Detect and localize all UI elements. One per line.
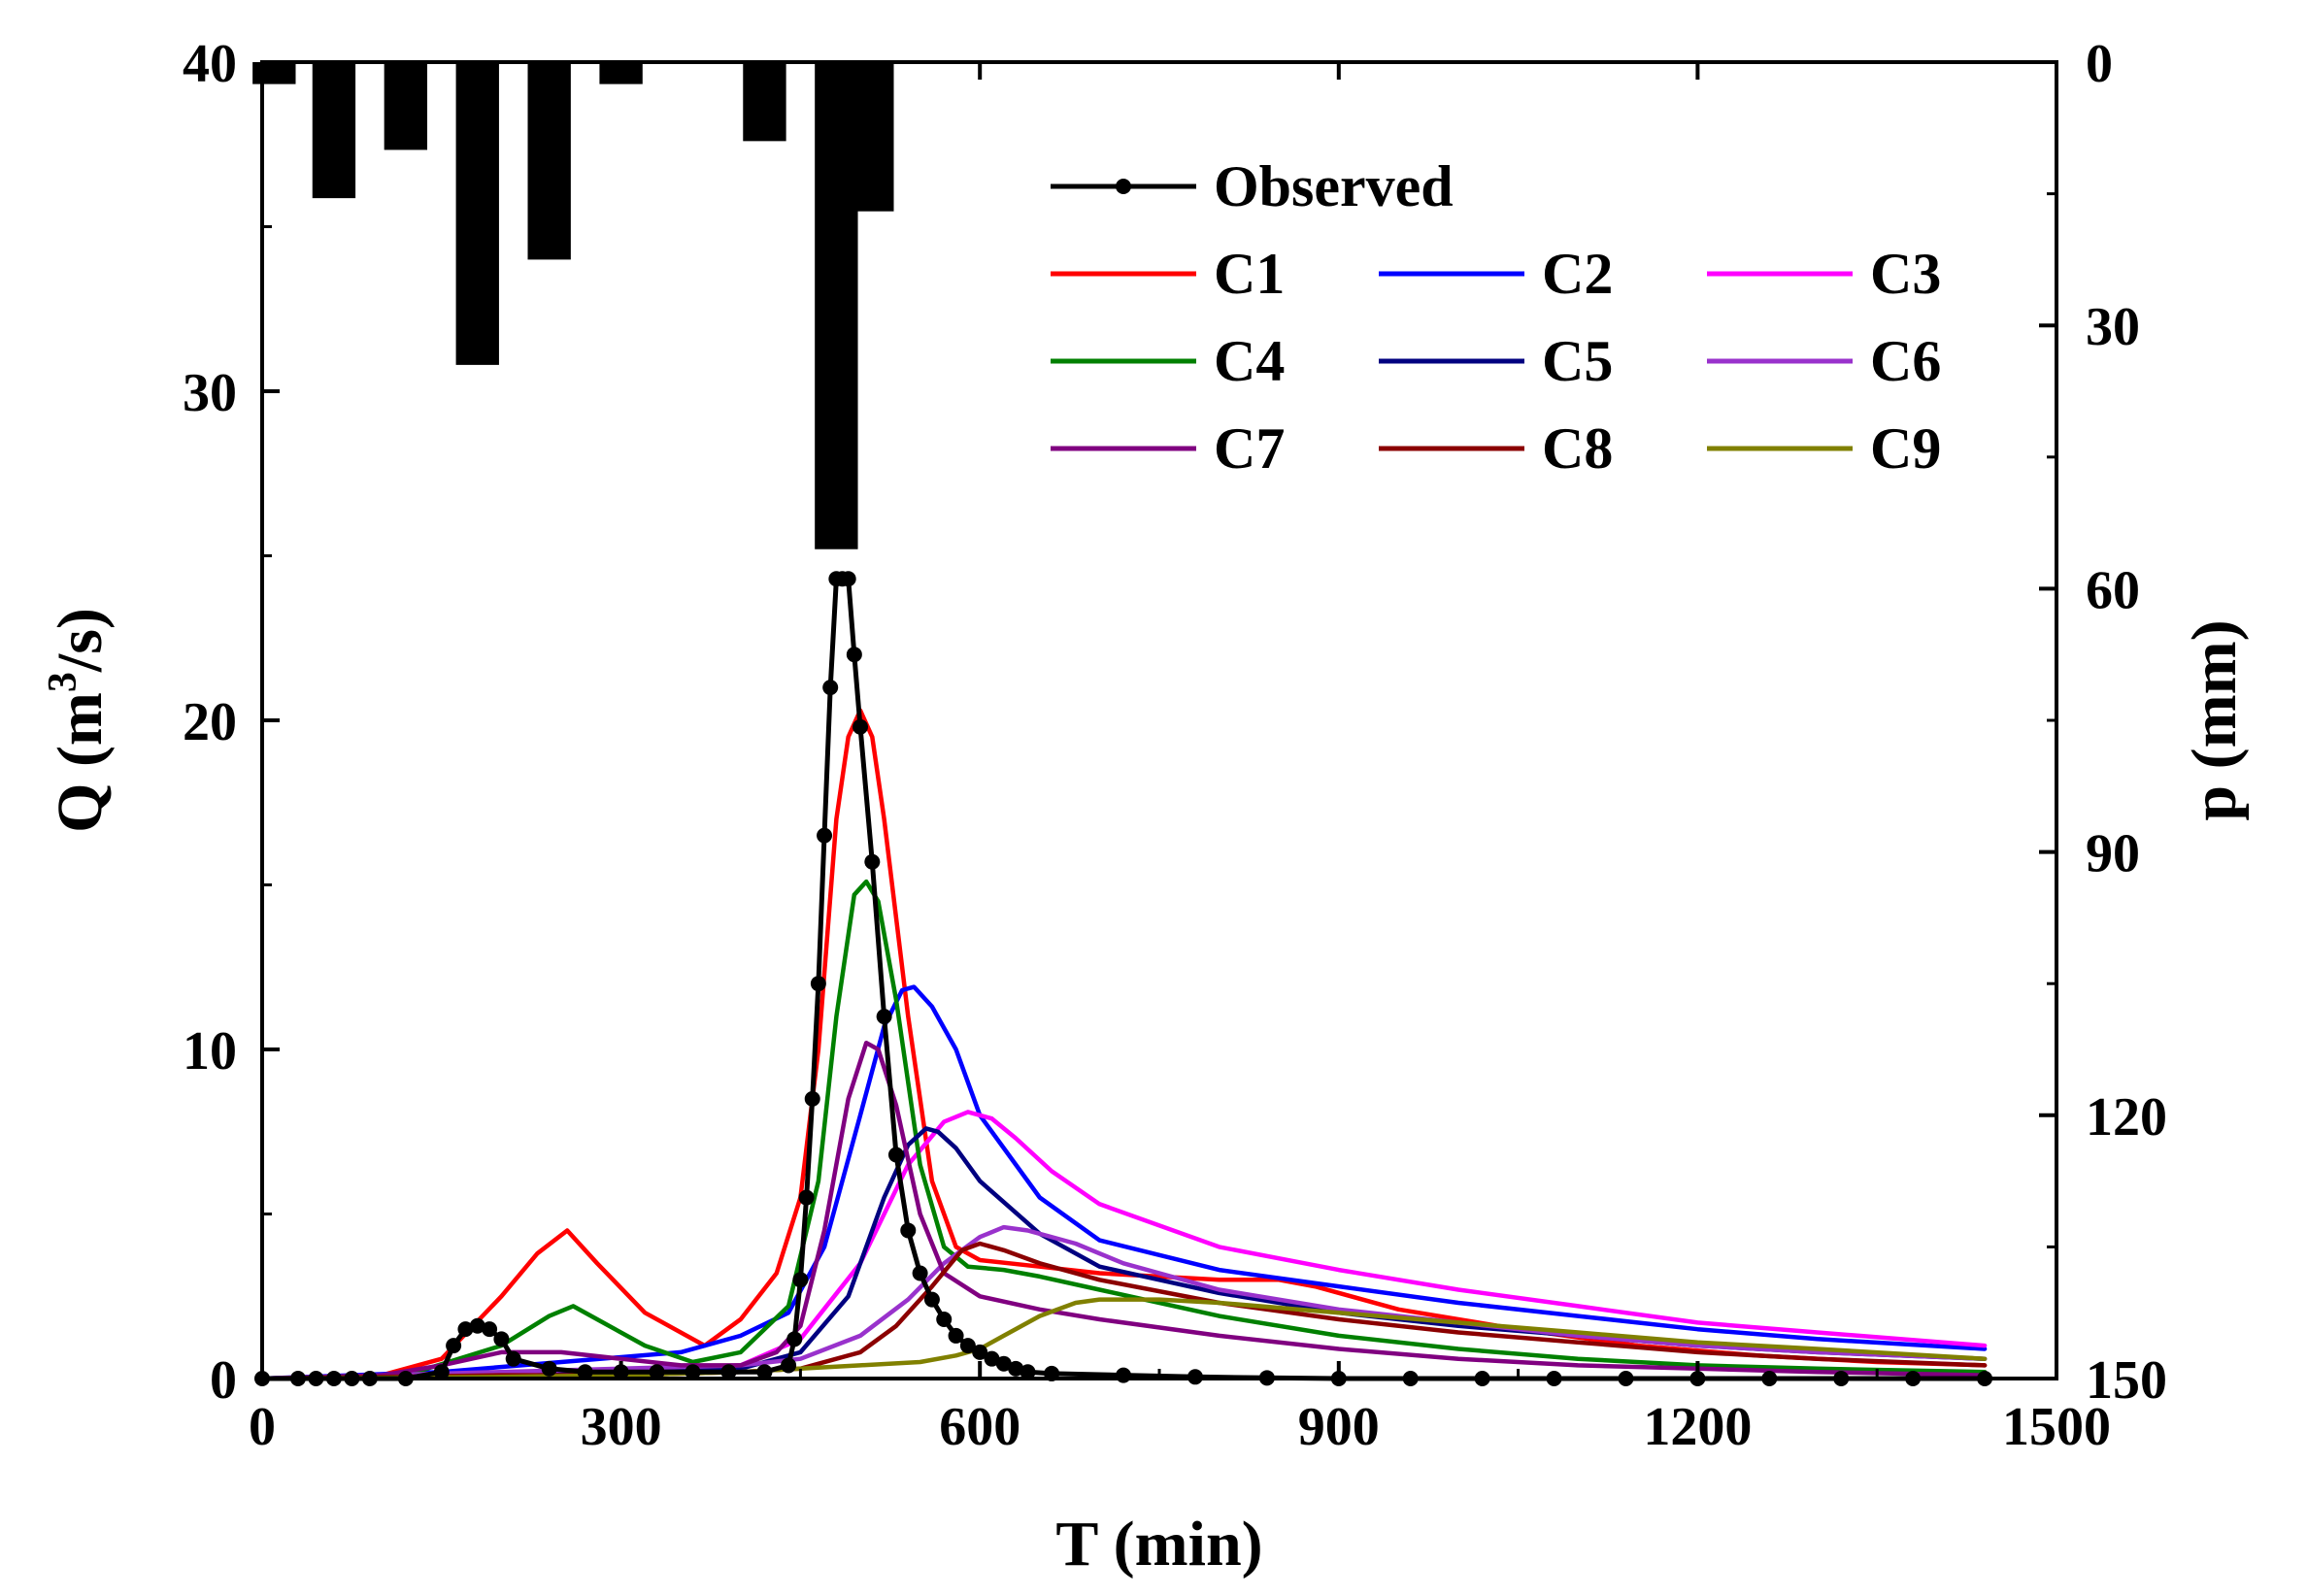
y-right-tick-label: 150 [2086, 1350, 2167, 1411]
legend-label-c8: C8 [1542, 416, 1613, 481]
x-axis-title: T (min) [1055, 1509, 1262, 1579]
y-left-tick-label: 20 [183, 692, 237, 752]
y-left-tick-label: 10 [183, 1021, 237, 1081]
observed-point [1008, 1360, 1024, 1377]
x-tick-label: 1200 [1643, 1397, 1752, 1457]
flow-series [254, 571, 1993, 1386]
x-tick-label: 600 [939, 1397, 1020, 1457]
observed-point [923, 1291, 940, 1308]
legend-label-c5: C5 [1542, 329, 1613, 393]
series-line-c5 [259, 1126, 1988, 1381]
y-left-axis-title: Q (m3/s) [41, 608, 116, 833]
precip-bar-2 [384, 62, 428, 150]
observed-point [798, 1189, 815, 1206]
observed-point [822, 680, 839, 696]
legend-label-c6: C6 [1870, 329, 1941, 393]
observed-point [786, 1331, 803, 1347]
precip-bar-0 [252, 62, 296, 84]
observed-point [792, 1272, 809, 1288]
series-line-c7 [259, 1040, 1988, 1381]
observed-point [995, 1355, 1012, 1372]
series-line-observed [259, 576, 1988, 1381]
observed-point [469, 1317, 485, 1334]
observed-point [948, 1327, 964, 1344]
observed-point [959, 1338, 976, 1354]
observed-point [887, 1147, 904, 1163]
y-right-axis-title: p (mm) [2179, 619, 2250, 820]
observed-point [840, 571, 856, 587]
legend-label-observed: Observed [1214, 154, 1454, 218]
observed-point [720, 1364, 737, 1380]
observed-point [912, 1265, 928, 1281]
observed-point [482, 1321, 498, 1338]
precip-bar-1 [312, 62, 356, 199]
x-tick-label: 0 [249, 1397, 276, 1457]
observed-point [457, 1321, 474, 1338]
x-tick-label: 1500 [2002, 1397, 2111, 1457]
observed-point [804, 1090, 820, 1107]
legend-label-c3: C3 [1870, 242, 1941, 306]
observed-point [984, 1350, 1000, 1367]
observed-point [900, 1222, 917, 1239]
observed-point [936, 1311, 953, 1327]
precip-bar-4 [527, 62, 571, 260]
y-right-tick-label: 0 [2086, 34, 2113, 94]
observed-point [1020, 1364, 1036, 1380]
observed-point [853, 718, 868, 735]
x-tick-label: 900 [1298, 1397, 1380, 1457]
observed-point [577, 1364, 593, 1380]
precip-bar-8 [851, 62, 894, 212]
axis-ticks: 0 300 600 900 1200 1500 0 10 20 30 40 0 30 60 90 120 150 [183, 34, 2167, 1457]
series-line-c2 [259, 984, 1988, 1381]
y-right-tick-label: 120 [2086, 1087, 2167, 1147]
observed-point [864, 853, 881, 870]
legend-marker-observed [1116, 179, 1131, 194]
series-line-c6 [259, 1224, 1988, 1381]
observed-point [505, 1350, 521, 1367]
observed-point [685, 1364, 701, 1380]
observed-point [846, 647, 862, 663]
observed-point [649, 1364, 665, 1380]
observed-point [876, 1009, 892, 1025]
x-tick-label: 300 [581, 1397, 662, 1457]
observed-point [493, 1331, 510, 1347]
observed-point [446, 1338, 462, 1354]
series-line-c1 [259, 708, 1988, 1381]
y-right-tick-label: 30 [2086, 297, 2140, 357]
y-right-tick-label: 60 [2086, 560, 2140, 620]
legend-label-c9: C9 [1870, 416, 1941, 481]
y-left-tick-label: 40 [183, 34, 237, 94]
legend-label-c2: C2 [1542, 242, 1613, 306]
legend: Observed C1 C2 C3 C4 C5 C6 C7 C8 C9 [1051, 154, 1941, 481]
observed-point [817, 827, 833, 844]
observed-point [972, 1344, 988, 1360]
observed-point [541, 1360, 557, 1377]
legend-label-c4: C4 [1214, 329, 1285, 393]
precipitation-bars [252, 62, 894, 549]
precip-bar-3 [455, 62, 499, 365]
legend-label-c1: C1 [1214, 242, 1285, 306]
y-right-tick-label: 90 [2086, 824, 2140, 884]
observed-point [1116, 1367, 1132, 1383]
y-left-tick-label: 0 [210, 1350, 237, 1411]
observed-point [810, 976, 826, 992]
y-left-tick-label: 30 [183, 363, 237, 423]
series-line-c4 [259, 879, 1988, 1381]
precip-bar-6 [743, 62, 786, 142]
observed-point [781, 1357, 797, 1374]
legend-label-c7: C7 [1214, 416, 1285, 481]
observed-point [756, 1364, 773, 1380]
